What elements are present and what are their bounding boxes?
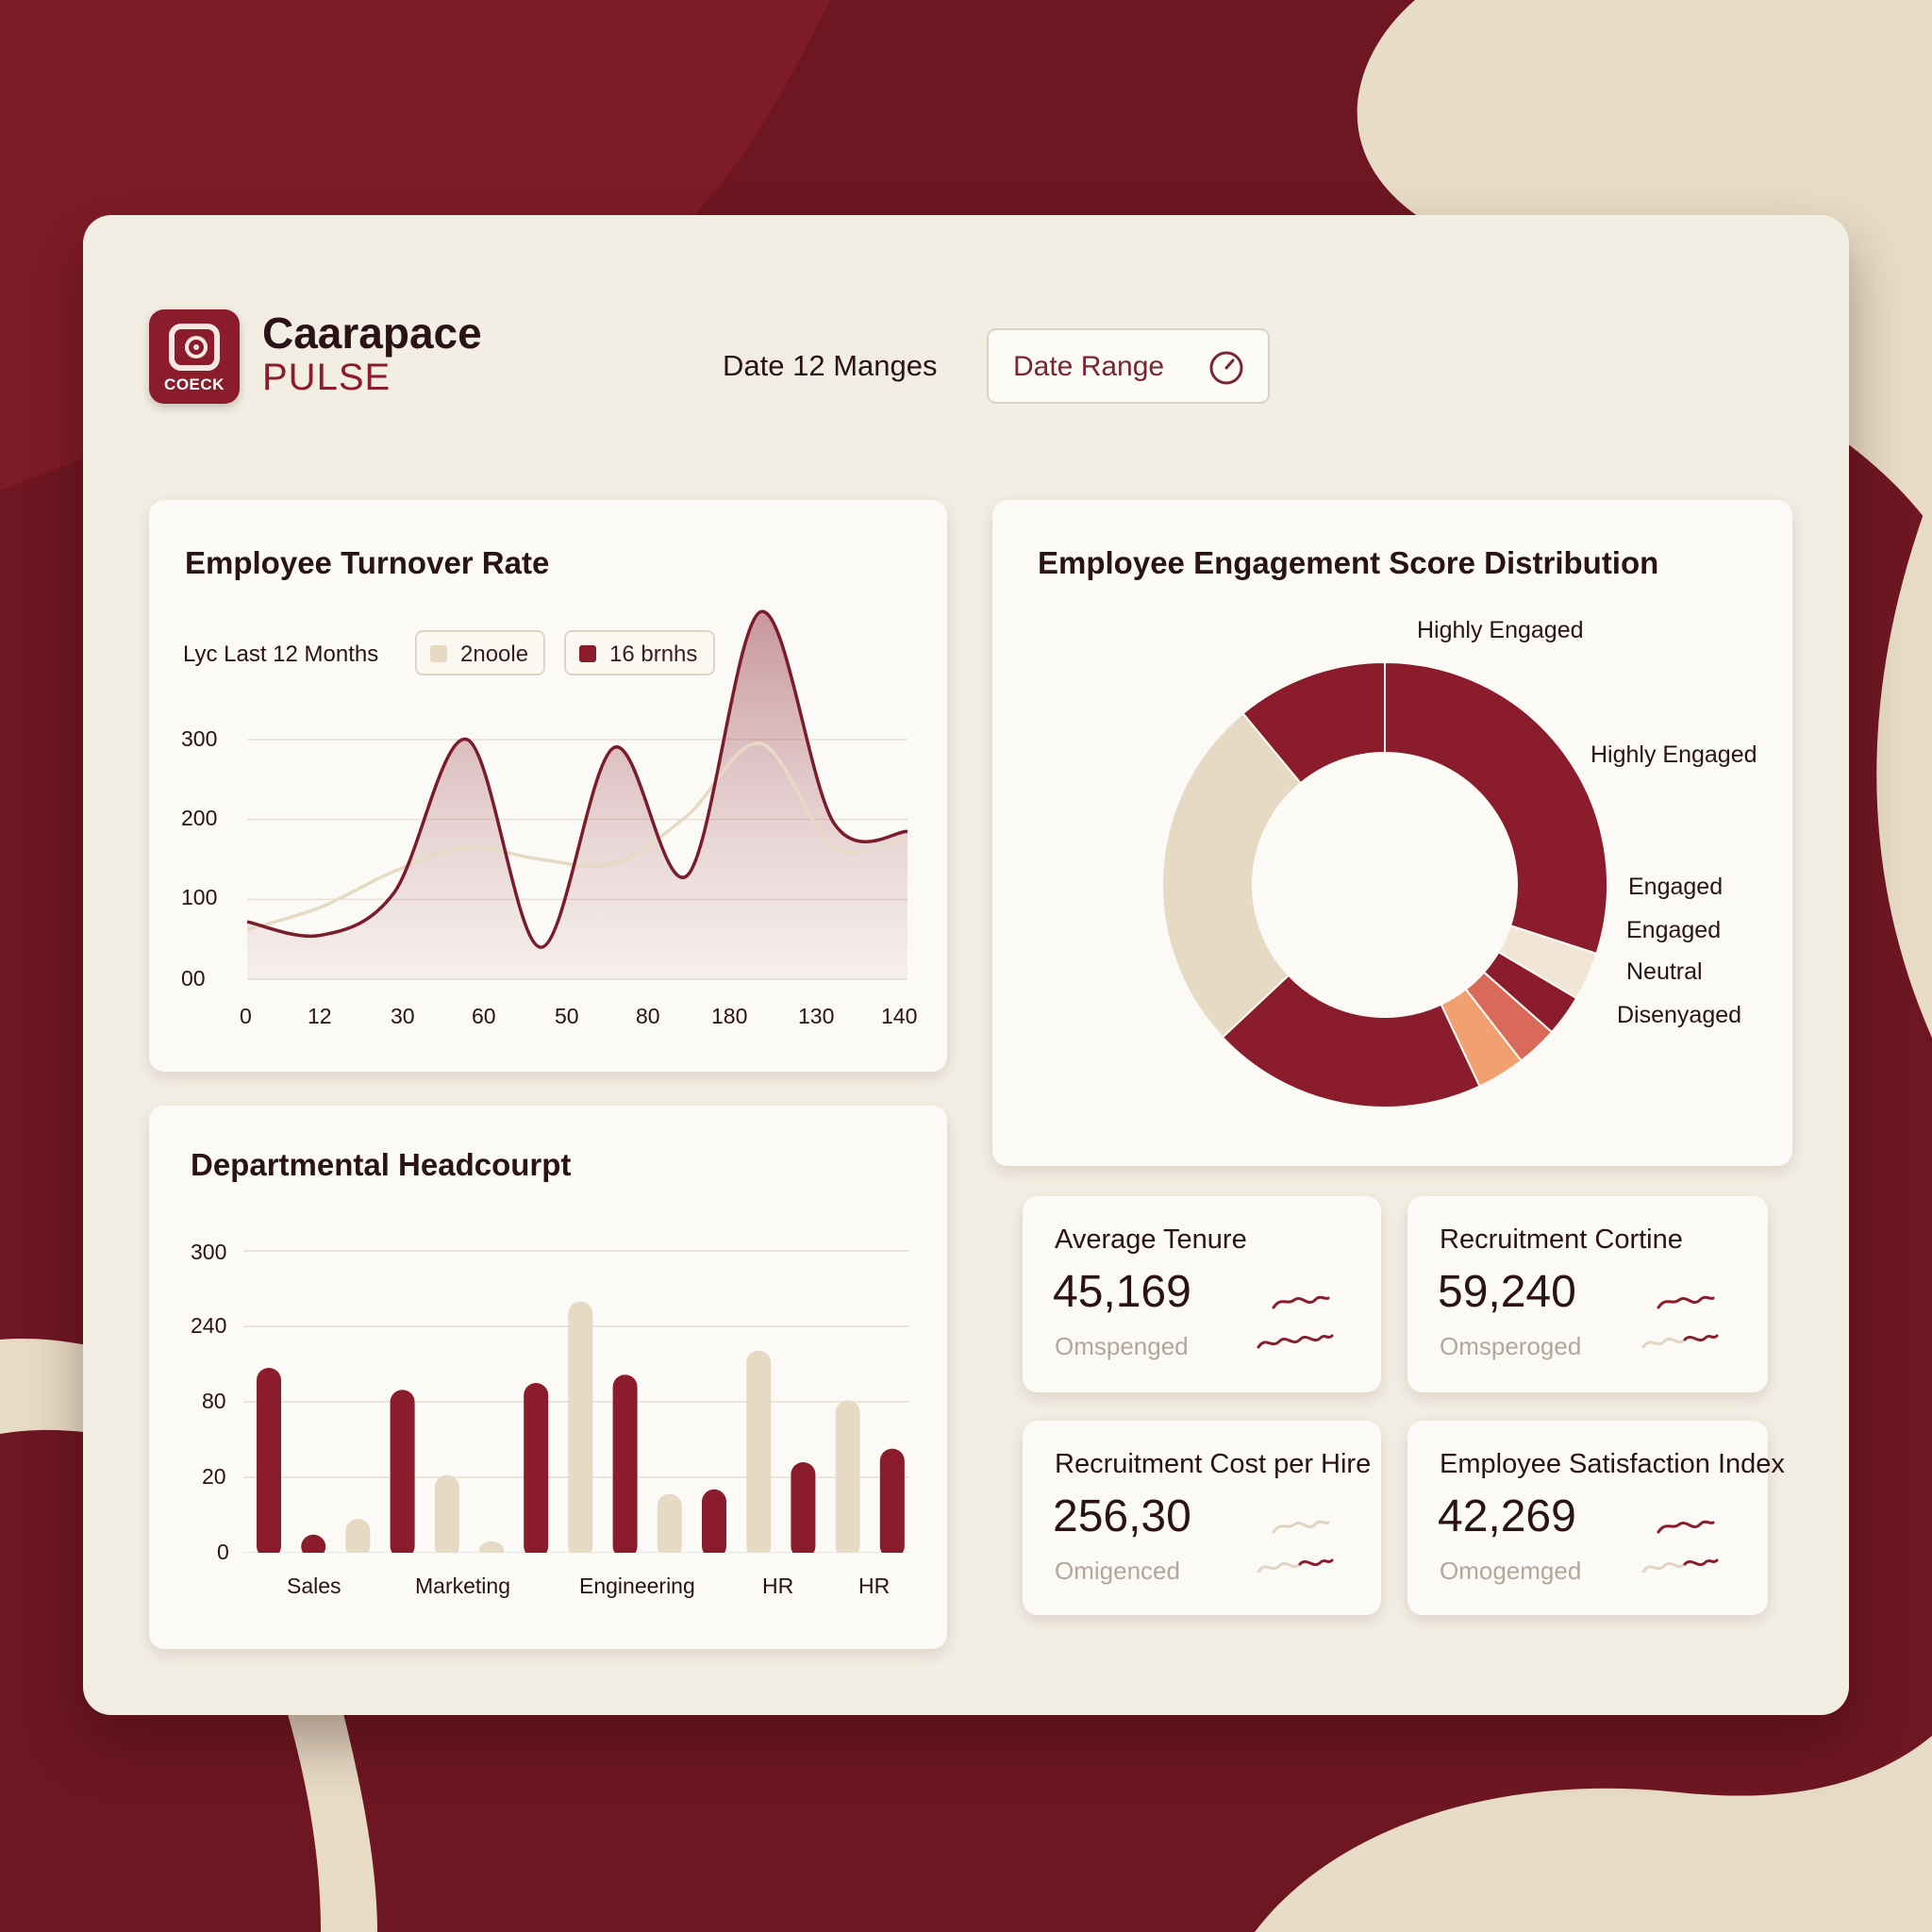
bar <box>791 1462 816 1558</box>
date-range-label: Date Range <box>1013 351 1165 382</box>
bar <box>879 1448 905 1558</box>
category-label: Engineering <box>579 1574 695 1598</box>
kpi-card-average-tenure[interactable]: Average Tenure 45,169 Omspenged <box>1023 1196 1381 1392</box>
turnover-line-chart <box>246 609 908 980</box>
sparkline-icon <box>1641 1295 1719 1349</box>
turnover-line-secondary <box>246 741 908 932</box>
legend-pill-maroon[interactable]: 16 brnhs <box>564 630 715 675</box>
bar <box>524 1383 549 1558</box>
y-tick-label: 300 <box>181 726 218 751</box>
brand-subtitle: PULSE <box>262 357 391 398</box>
bar <box>835 1400 860 1558</box>
donut-label: Highly Engaged <box>1591 741 1757 768</box>
kpi-value: 45,169 <box>1053 1267 1191 1317</box>
bar <box>746 1350 772 1558</box>
y-tick-label: 0 <box>217 1540 229 1564</box>
bar <box>702 1489 726 1558</box>
kpi-title: Recruitment Cost per Hire <box>1055 1449 1372 1479</box>
y-tick-label: 200 <box>181 806 218 830</box>
donut-label: Highly Engaged <box>1417 617 1584 643</box>
category-label: Marketing <box>415 1574 510 1598</box>
donut-label: Neutral <box>1626 958 1703 985</box>
category-label: HR <box>762 1574 794 1598</box>
y-tick-label: 300 <box>191 1240 227 1264</box>
date-range-button[interactable]: Date Range <box>987 328 1270 404</box>
kpi-card-cost-per-hire[interactable]: Recruitment Cost per Hire 256,30 Omigenc… <box>1023 1421 1381 1615</box>
sparkline-icon <box>1257 1295 1334 1349</box>
x-tick-label: 60 <box>472 1004 496 1028</box>
x-tick-label: 12 <box>308 1004 332 1028</box>
kpi-subtext: Omspenged <box>1055 1332 1189 1360</box>
headcount-title: Departmental Headcourpt <box>191 1147 572 1182</box>
bar <box>345 1519 371 1558</box>
turnover-title: Employee Turnover Rate <box>185 545 550 580</box>
engagement-title: Employee Engagement Score Distribution <box>1038 545 1659 580</box>
bar <box>301 1534 326 1558</box>
engagement-card: Employee Engagement Score Distribution H… <box>992 500 1792 1166</box>
bar <box>434 1474 459 1558</box>
category-label: HR <box>858 1574 891 1598</box>
legend-swatch <box>579 645 596 662</box>
donut-slice <box>1221 974 1481 1108</box>
y-tick-label: 20 <box>202 1464 226 1489</box>
legend-pill-cream[interactable]: 2noole <box>415 630 545 675</box>
kpi-title: Recruitment Cortine <box>1440 1224 1683 1255</box>
x-tick-label: 180 <box>711 1004 748 1028</box>
y-tick-label: 80 <box>202 1389 226 1413</box>
kpi-card-recruitment-cortine[interactable]: Recruitment Cortine 59,240 Omsperoged <box>1407 1196 1768 1392</box>
donut-label: Disenyaged <box>1617 1002 1742 1028</box>
x-tick-label: 30 <box>391 1004 415 1028</box>
logo-text: COECK <box>164 375 225 393</box>
category-label: Sales <box>287 1574 341 1598</box>
x-tick-label: 50 <box>555 1004 579 1028</box>
x-axis-baseline <box>243 1553 913 1564</box>
donut-slice <box>1241 660 1386 785</box>
x-tick-label: 140 <box>881 1004 918 1028</box>
kpi-title: Average Tenure <box>1055 1224 1247 1255</box>
headcount-bar-chart <box>243 1250 913 1564</box>
bar <box>568 1301 593 1558</box>
turnover-card: Employee Turnover Rate Lyc Last 12 Month… <box>149 500 947 1072</box>
y-tick-label: 100 <box>181 885 218 909</box>
donut-slice <box>1161 711 1303 1039</box>
kpi-value: 256,30 <box>1053 1491 1191 1541</box>
clock-icon <box>1209 351 1243 385</box>
bar <box>257 1368 281 1558</box>
kpi-value: 42,269 <box>1438 1491 1576 1541</box>
sparkline-icon <box>1257 1520 1334 1574</box>
kpi-subtext: Omigenced <box>1055 1557 1180 1585</box>
brand-name: Caarapace <box>262 308 482 358</box>
date-label: Date 12 Manges <box>723 349 938 382</box>
kpi-title: Employee Satisfaction Index <box>1440 1449 1785 1479</box>
bar <box>390 1390 415 1558</box>
sparkline-icon <box>1641 1520 1719 1574</box>
turnover-line-primary <box>246 609 908 949</box>
y-tick-label: 00 <box>181 966 206 991</box>
bar <box>657 1493 682 1558</box>
engagement-donut-chart <box>1161 660 1608 1108</box>
donut-slice <box>1384 660 1608 956</box>
donut-label: Engaged <box>1626 917 1722 943</box>
logo-icon <box>169 324 220 371</box>
donut-label: Engaged <box>1628 874 1724 900</box>
x-tick-label: 0 <box>240 1004 252 1028</box>
kpi-subtext: Omsperoged <box>1440 1332 1582 1360</box>
turnover-filter-label[interactable]: Lyc Last 12 Months <box>183 641 379 667</box>
bar <box>612 1374 638 1558</box>
headcount-card: Departmental Headcourpt 0 20 80 240 300 … <box>149 1106 947 1649</box>
kpi-card-satisfaction-index[interactable]: Employee Satisfaction Index 42,269 Omoge… <box>1407 1421 1785 1615</box>
legend-label: 2noole <box>460 641 529 667</box>
kpi-value: 59,240 <box>1438 1267 1576 1317</box>
legend-swatch <box>430 645 447 662</box>
app-logo: COECK <box>149 309 240 404</box>
kpi-subtext: Omogemged <box>1440 1557 1582 1585</box>
turnover-area <box>247 611 908 979</box>
y-tick-label: 240 <box>191 1313 227 1338</box>
x-tick-label: 130 <box>798 1004 835 1028</box>
legend-label: 16 brnhs <box>609 641 698 667</box>
x-tick-label: 80 <box>636 1004 660 1028</box>
